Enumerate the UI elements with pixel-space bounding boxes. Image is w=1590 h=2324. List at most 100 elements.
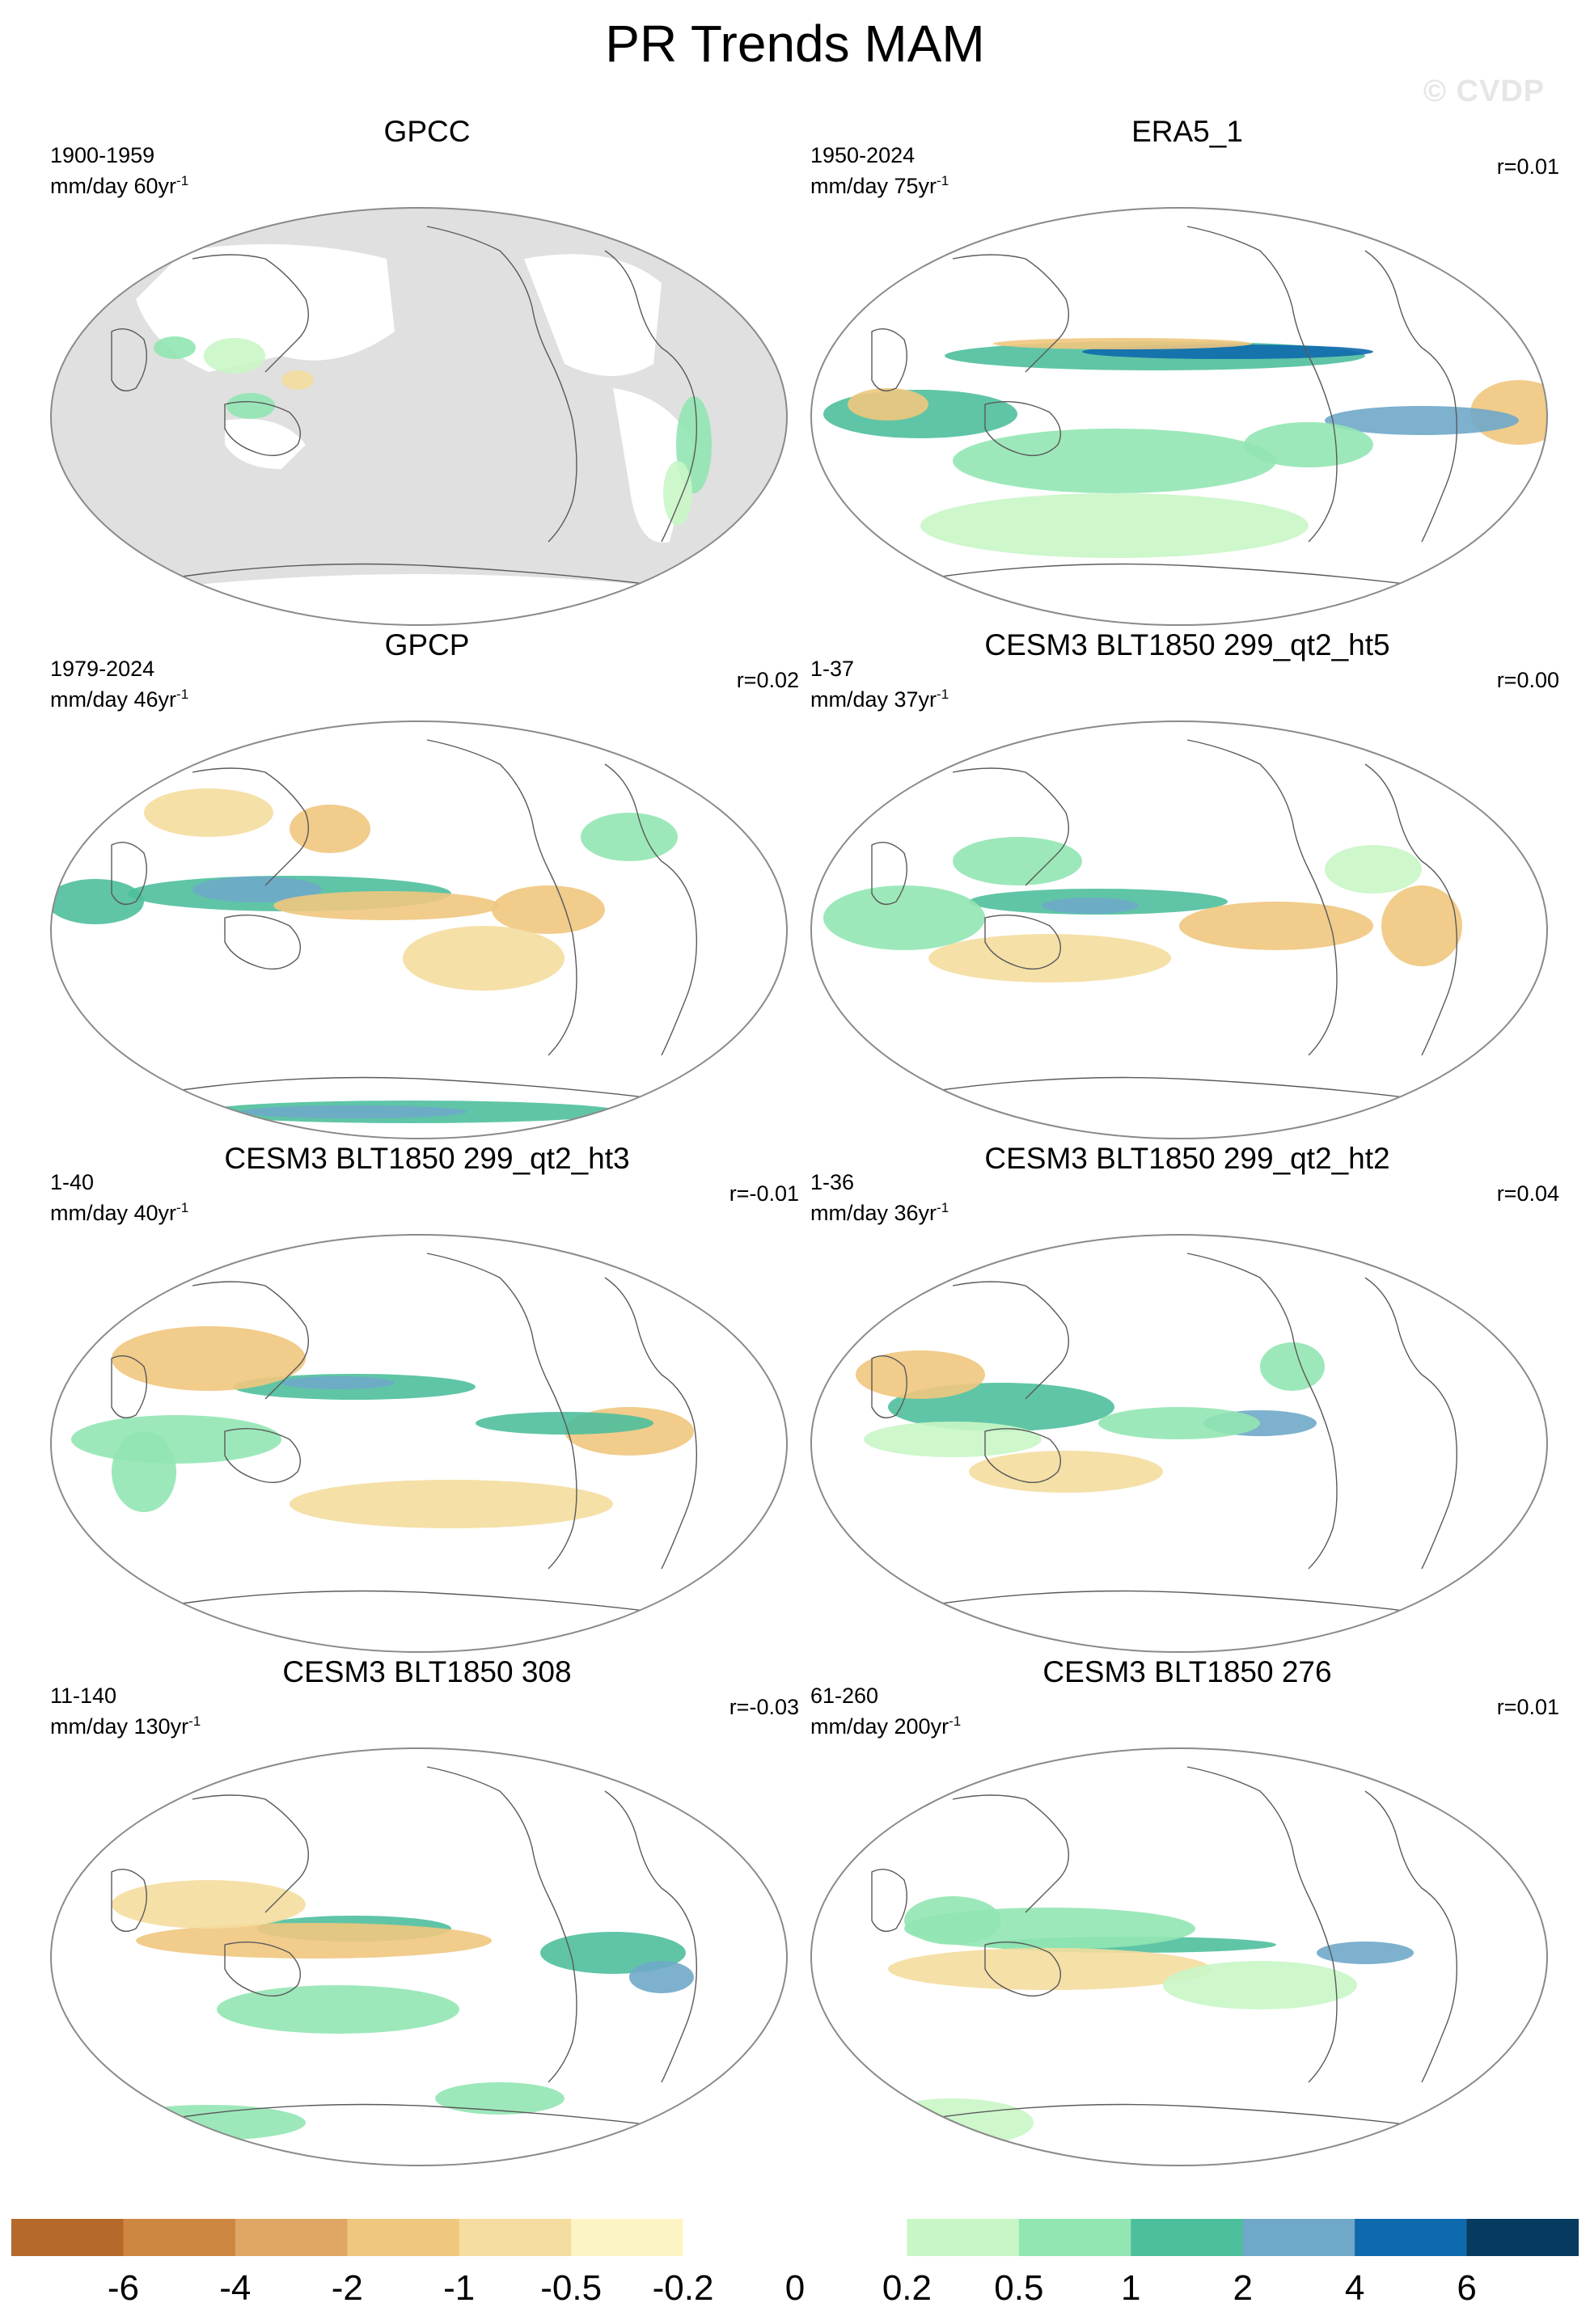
map-border	[810, 1234, 1548, 1653]
panel-correlation: r=-0.03	[729, 1695, 799, 1719]
coastline	[224, 1942, 301, 1997]
panel-title: CESM3 BLT1850 299_qt2_ht2	[984, 1142, 1390, 1175]
trend-field	[823, 226, 1547, 591]
trend-anomaly	[1179, 902, 1373, 950]
panel-units: mm/day 36yr-1	[810, 1195, 949, 1226]
colorbar-swatch	[907, 2219, 1020, 2256]
colorbar-swatch	[11, 2219, 124, 2256]
colorbar-swatch	[1131, 2219, 1244, 2256]
colorbar-tick-label: 1	[1121, 2268, 1141, 2308]
trend-anomaly	[920, 493, 1309, 558]
coastline	[952, 254, 1069, 373]
trend-anomaly	[154, 336, 196, 359]
coastline	[1364, 1790, 1458, 2083]
panel-units-exponent: -1	[937, 1200, 949, 1215]
trend-anomaly	[904, 1896, 1001, 1945]
panel-units-base: mm/day 36yr	[810, 1201, 937, 1225]
panel-title: GPCC	[383, 115, 471, 148]
panel-correlation: r=0.02	[736, 668, 799, 692]
coastline	[604, 1277, 698, 1570]
trend-anomaly	[71, 1415, 281, 1464]
colorbar-tick-label: -0.2	[652, 2268, 714, 2308]
coastline	[984, 1428, 1061, 1483]
land-region	[225, 419, 306, 469]
panel-units-exponent: -1	[176, 687, 189, 702]
map-panel: GPCP 1979-2024 mm/day 46yr-1 r=0.02	[47, 627, 807, 1144]
trend-anomaly	[1317, 1942, 1414, 1964]
trend-anomaly	[476, 1412, 653, 1435]
colorbar-tick-label: -2	[331, 2268, 363, 2308]
trend-anomaly	[823, 885, 985, 950]
colorbar-tick-label: 0	[784, 2268, 806, 2308]
panel-units-exponent: -1	[937, 173, 949, 188]
coastline	[871, 328, 908, 391]
trend-anomaly	[969, 1451, 1163, 1493]
coastline	[903, 2103, 1455, 2132]
map-border	[810, 207, 1548, 626]
map-border	[50, 720, 788, 1139]
coastline	[1364, 250, 1458, 543]
trend-anomaly	[217, 1985, 459, 2034]
map-panel: CESM3 BLT1850 299_qt2_ht3 1-40 mm/day 40yr…	[47, 1140, 807, 1658]
panel-units-exponent: -1	[176, 173, 189, 188]
map-border	[50, 1234, 788, 1653]
trend-anomaly	[273, 891, 500, 920]
panel-units-exponent: -1	[188, 1713, 201, 1729]
trend-anomaly	[872, 2098, 1034, 2147]
coastline	[192, 254, 309, 373]
trend-anomaly	[290, 1480, 613, 1528]
panel-units-base: mm/day 75yr	[810, 174, 937, 198]
coastline	[604, 763, 698, 1056]
panel-correlation: r=-0.01	[729, 1181, 799, 1206]
trend-anomaly	[281, 1376, 395, 1389]
coastline	[224, 401, 301, 456]
trend-anomaly	[290, 805, 370, 853]
coastline	[952, 767, 1069, 886]
robinson-map	[50, 207, 788, 626]
land-region	[144, 574, 694, 625]
coastline	[224, 915, 301, 970]
trend-anomaly	[1042, 898, 1139, 914]
robinson-map	[810, 720, 1548, 1139]
land-region	[136, 244, 395, 372]
trend-anomaly	[953, 837, 1082, 885]
coastline	[426, 1253, 577, 1570]
panel-period: 61-260	[810, 1684, 879, 1708]
coastline	[952, 1281, 1069, 1400]
map-border	[810, 1747, 1548, 2166]
trend-anomaly	[848, 388, 928, 420]
coastline	[1186, 739, 1338, 1056]
coastline	[111, 328, 148, 391]
colorbar-swatch	[1466, 2219, 1579, 2256]
coastline	[604, 1790, 698, 2083]
coastline	[426, 226, 577, 543]
trend-anomaly	[112, 2105, 306, 2140]
trend-field	[856, 1253, 1458, 1618]
robinson-map	[810, 1747, 1548, 2166]
panel-title: ERA5_1	[1131, 115, 1243, 148]
robinson-map	[50, 1747, 788, 2166]
colorbar-tick-label: 0.2	[882, 2268, 932, 2308]
trend-anomaly	[1325, 845, 1422, 894]
map-background	[51, 208, 787, 625]
colorbar-swatch	[683, 2219, 796, 2256]
trend-anomaly	[888, 1948, 1212, 1990]
coastline	[426, 1766, 577, 2083]
panel-title: CESM3 BLT1850 276	[1042, 1655, 1332, 1688]
coastline	[143, 1076, 695, 1105]
trend-anomaly	[241, 1105, 467, 1118]
coastline	[871, 1355, 908, 1418]
trend-anomaly	[993, 338, 1252, 349]
map-background	[51, 721, 787, 1139]
trend-anomaly	[144, 788, 273, 837]
coastline	[952, 1794, 1069, 1913]
trend-field	[823, 739, 1462, 1105]
coastline	[192, 1281, 309, 1400]
panel-period: 1979-2024	[50, 657, 155, 681]
coastline	[984, 401, 1061, 456]
colorbar-swatch	[123, 2219, 236, 2256]
coastline	[143, 1590, 695, 1618]
panel-title: CESM3 BLT1850 308	[282, 1655, 572, 1688]
trend-anomaly	[663, 461, 692, 526]
trend-anomaly	[51, 879, 144, 924]
